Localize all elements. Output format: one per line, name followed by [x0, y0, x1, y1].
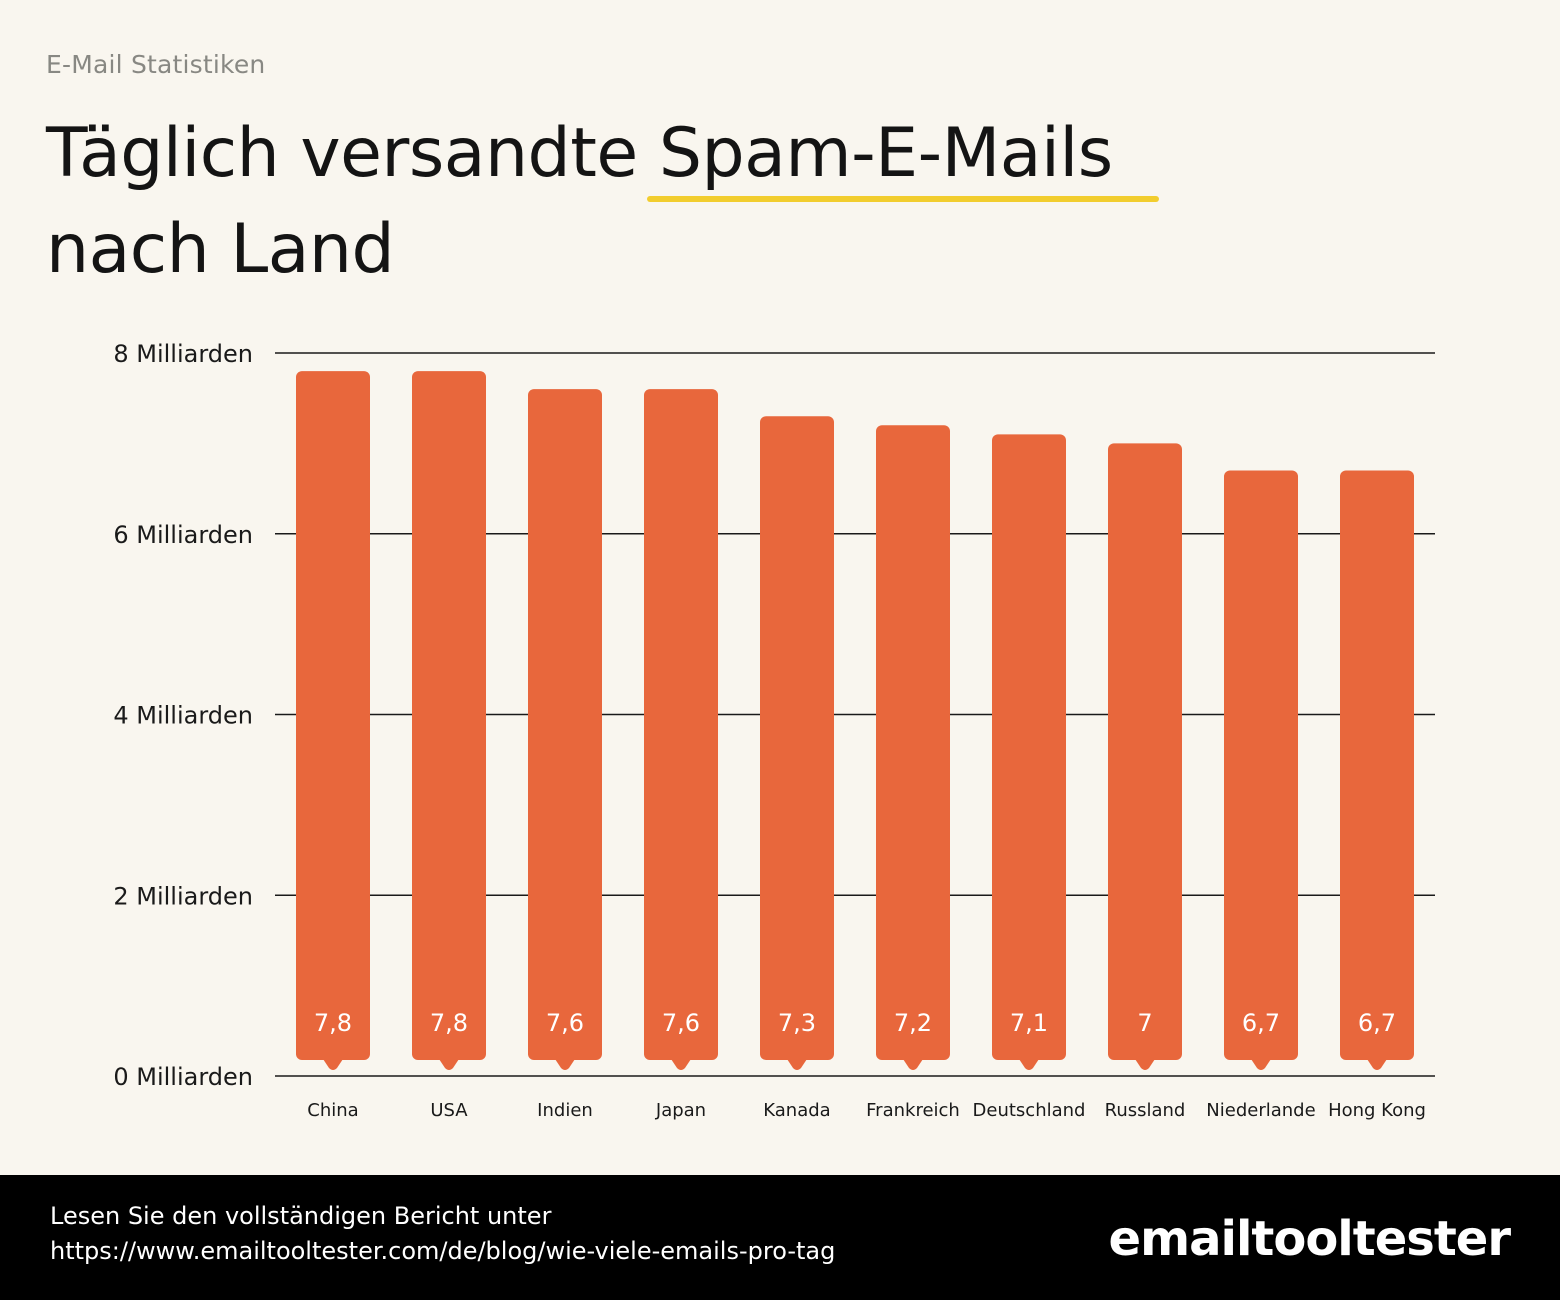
footer-line-1: Lesen Sie den vollständigen Bericht unte…: [50, 1202, 552, 1230]
y-tick-label: 4 Milliarden: [113, 702, 253, 730]
footer-text: Lesen Sie den vollständigen Bericht unte…: [50, 1199, 835, 1269]
title-highlight: Spam-E-Mails: [658, 114, 1113, 193]
bar: [528, 389, 602, 1060]
y-tick-label: 8 Milliarden: [113, 340, 253, 368]
bar-pointer: [671, 1059, 691, 1070]
y-tick-label: 6 Milliarden: [113, 521, 253, 549]
title-highlight-wrap: Spam-E-Mails: [646, 106, 1159, 202]
bar-value-label: 6,7: [1358, 1009, 1396, 1037]
bar: [760, 416, 834, 1060]
bar-value-label: 7,6: [662, 1009, 700, 1037]
bar: [644, 389, 718, 1060]
bar-pointer: [555, 1059, 575, 1070]
x-tick-label: Indien: [537, 1100, 593, 1121]
x-tick-label: China: [307, 1100, 358, 1121]
emailtooltester-logo[interactable]: emailtooltester: [1108, 1211, 1511, 1267]
bar-pointer: [323, 1059, 343, 1070]
x-tick-label: Hong Kong: [1328, 1100, 1426, 1121]
bar: [1340, 470, 1414, 1060]
x-tick-label: Niederlande: [1206, 1100, 1315, 1121]
eyebrow-label: E-Mail Statistiken: [46, 50, 266, 79]
x-tick-label: USA: [430, 1100, 468, 1121]
bar-value-label: 6,7: [1242, 1009, 1280, 1037]
bar: [1108, 443, 1182, 1060]
footer: Lesen Sie den vollständigen Bericht unte…: [0, 1175, 1560, 1300]
bar-value-label: 7: [1137, 1009, 1152, 1037]
x-tick-label: Frankreich: [866, 1100, 960, 1121]
title-underline: [646, 196, 1159, 202]
bar-pointer: [1135, 1059, 1155, 1070]
bar-value-label: 7,2: [894, 1009, 932, 1037]
bar-value-label: 7,8: [314, 1009, 352, 1037]
bar-pointer: [439, 1059, 459, 1070]
bar-value-label: 7,6: [546, 1009, 584, 1037]
bar-value-label: 7,3: [778, 1009, 816, 1037]
bar-value-label: 7,8: [430, 1009, 468, 1037]
bar-pointer: [1251, 1059, 1271, 1070]
title-part-2: nach Land: [46, 210, 395, 289]
bar: [296, 371, 370, 1060]
bar-pointer: [1367, 1059, 1387, 1070]
x-tick-label: Deutschland: [973, 1100, 1086, 1121]
y-tick-label: 2 Milliarden: [113, 882, 253, 910]
y-tick-label: 0 Milliarden: [113, 1063, 253, 1091]
x-tick-label: Kanada: [763, 1100, 830, 1121]
x-tick-label: Japan: [655, 1100, 706, 1121]
bar: [1224, 470, 1298, 1060]
title-part-1: Täglich versandte: [46, 114, 659, 193]
bar-pointer: [787, 1059, 807, 1070]
bar-pointer: [903, 1059, 923, 1070]
bar-value-label: 7,1: [1010, 1009, 1048, 1037]
footer-link[interactable]: https://www.emailtooltester.com/de/blog/…: [50, 1237, 836, 1265]
chart-title: Täglich versandte Spam-E-Mails nach Land: [46, 106, 1159, 298]
bar: [992, 434, 1066, 1060]
bar-pointer: [1019, 1059, 1039, 1070]
bar: [876, 425, 950, 1060]
bar: [412, 371, 486, 1060]
bar-chart: 0 Milliarden 2 Milliarden 4 Milliarden 6 Mi…: [113, 340, 1435, 1121]
x-tick-label: Russland: [1105, 1100, 1186, 1121]
